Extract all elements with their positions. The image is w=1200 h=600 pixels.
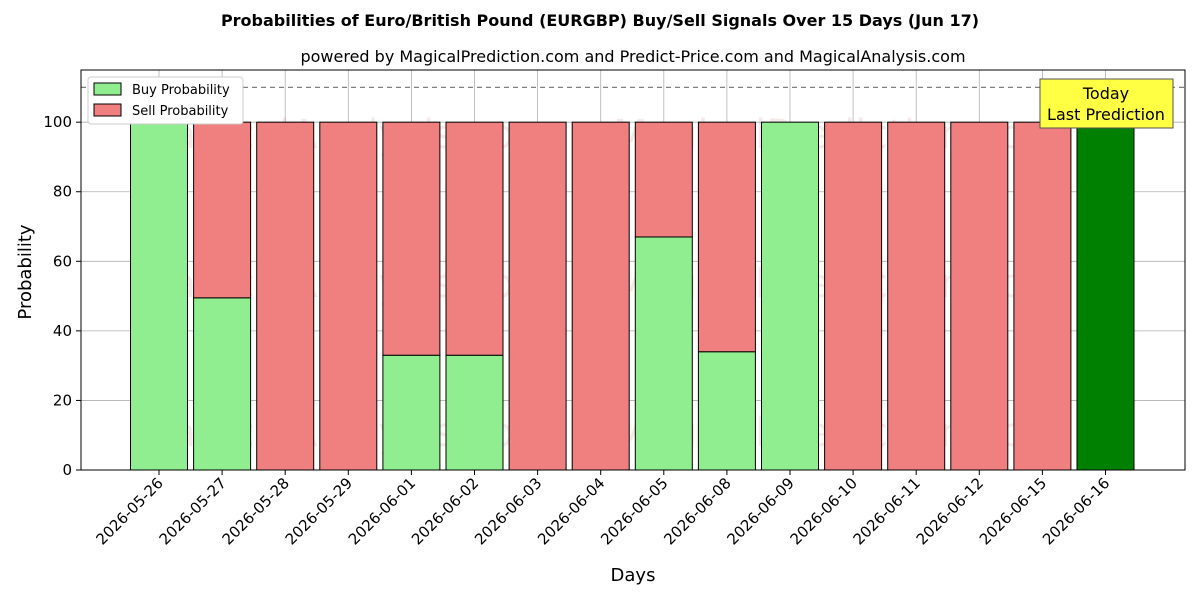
- sell-bar: [193, 121, 252, 299]
- legend-label-sell: Sell Probability: [132, 104, 229, 119]
- x-tick-label: 2026-06-01: [345, 474, 419, 548]
- x-tick-label: 2026-05-28: [219, 474, 293, 548]
- x-tick-label: 2026-06-10: [787, 474, 861, 548]
- annotation-line2: Last Prediction: [1047, 105, 1165, 124]
- sell-bar: [1013, 121, 1072, 471]
- bars: [130, 121, 1135, 471]
- x-tick-label: 2026-06-04: [534, 474, 608, 548]
- x-tick-label: 2026-06-03: [471, 474, 545, 548]
- sell-bar: [950, 121, 1009, 471]
- buy-bar: [634, 236, 693, 471]
- x-tick-label: 2026-05-26: [92, 474, 166, 548]
- legend: Buy Probability Sell Probability: [87, 76, 244, 125]
- plot-frame: [80, 69, 1186, 471]
- legend-swatch-buy: [93, 82, 122, 96]
- buy-bar: [445, 354, 504, 471]
- x-tick-label: 2026-06-12: [913, 474, 987, 548]
- sell-bar: [256, 121, 315, 471]
- sell-bar: [508, 121, 567, 471]
- y-tick-label: 100: [43, 113, 72, 131]
- y-tick-label: 0: [62, 461, 72, 479]
- y-axis-label: Probability: [15, 224, 36, 319]
- sell-bar: [319, 121, 378, 471]
- x-tick-label: 2026-06-16: [1039, 474, 1113, 548]
- legend-swatch-sell: [93, 103, 122, 117]
- sell-bar: [445, 121, 504, 356]
- sell-bar: [571, 121, 630, 471]
- sell-bar: [887, 121, 946, 471]
- buy-bar: [382, 354, 441, 471]
- sell-bar: [382, 121, 441, 356]
- x-axis-label: Days: [611, 565, 656, 586]
- buy-bar: [697, 351, 756, 471]
- chart-subtitle: powered by MagicalPrediction.com and Pre…: [300, 47, 965, 66]
- buy-bar: [761, 121, 819, 471]
- x-tick-label: 2026-06-05: [597, 474, 671, 548]
- legend-label-buy: Buy Probability: [132, 83, 230, 98]
- sell-bar: [697, 121, 756, 353]
- y-tick-label: 80: [53, 183, 72, 201]
- x-tick-label: 2026-06-11: [850, 474, 924, 548]
- today-annotation: Today Last Prediction: [1039, 78, 1174, 129]
- x-tick-label: 2026-06-09: [723, 474, 797, 548]
- buy-bar: [130, 121, 188, 471]
- annotation-line1: Today: [1082, 84, 1129, 103]
- x-tick-label: 2026-05-27: [156, 474, 230, 548]
- chart-title: Probabilities of Euro/British Pound (EUR…: [221, 11, 979, 30]
- sell-bar: [824, 121, 883, 471]
- buy-bar: [1076, 121, 1135, 471]
- legend-box: [87, 76, 244, 125]
- buy-bar: [193, 297, 252, 471]
- annotation-box: [1039, 78, 1174, 129]
- y-tick-label: 60: [53, 252, 72, 270]
- y-tick-label: 40: [53, 322, 72, 340]
- x-tick-label: 2026-06-08: [660, 474, 734, 548]
- x-tick-label: 2026-06-15: [976, 474, 1050, 548]
- sell-bar: [634, 121, 693, 238]
- x-tick-label: 2026-06-02: [408, 474, 482, 548]
- y-tick-label: 20: [53, 391, 72, 409]
- x-tick-label: 2026-05-29: [282, 474, 356, 548]
